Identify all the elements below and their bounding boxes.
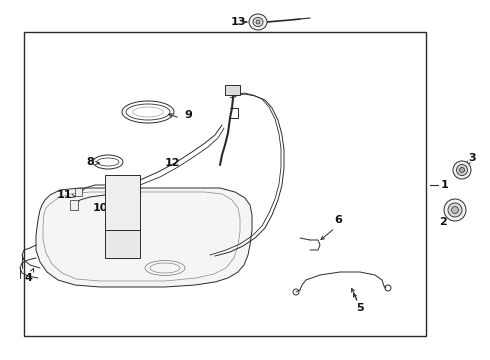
Polygon shape: [36, 188, 252, 287]
Bar: [24, 32, 426, 336]
Ellipse shape: [453, 161, 471, 179]
Text: 1: 1: [441, 180, 449, 190]
Text: 9: 9: [184, 110, 192, 120]
Text: 3: 3: [468, 153, 476, 163]
Text: 12: 12: [164, 158, 180, 168]
Polygon shape: [225, 85, 240, 95]
Ellipse shape: [256, 20, 260, 24]
Ellipse shape: [249, 14, 267, 30]
Text: 6: 6: [334, 215, 342, 225]
Ellipse shape: [451, 207, 459, 213]
Ellipse shape: [457, 165, 467, 176]
Polygon shape: [105, 175, 140, 230]
Text: 7: 7: [118, 243, 126, 253]
Polygon shape: [75, 188, 82, 196]
Text: 4: 4: [24, 273, 32, 283]
Ellipse shape: [448, 203, 462, 217]
Polygon shape: [70, 200, 78, 210]
Polygon shape: [105, 230, 140, 258]
Ellipse shape: [460, 167, 465, 172]
Ellipse shape: [253, 18, 263, 27]
Text: 10: 10: [92, 203, 108, 213]
Text: 13: 13: [230, 17, 245, 27]
Ellipse shape: [444, 199, 466, 221]
Text: 5: 5: [356, 303, 364, 313]
Text: 8: 8: [86, 157, 94, 167]
Text: 11: 11: [56, 190, 72, 200]
Text: 2: 2: [439, 217, 447, 227]
